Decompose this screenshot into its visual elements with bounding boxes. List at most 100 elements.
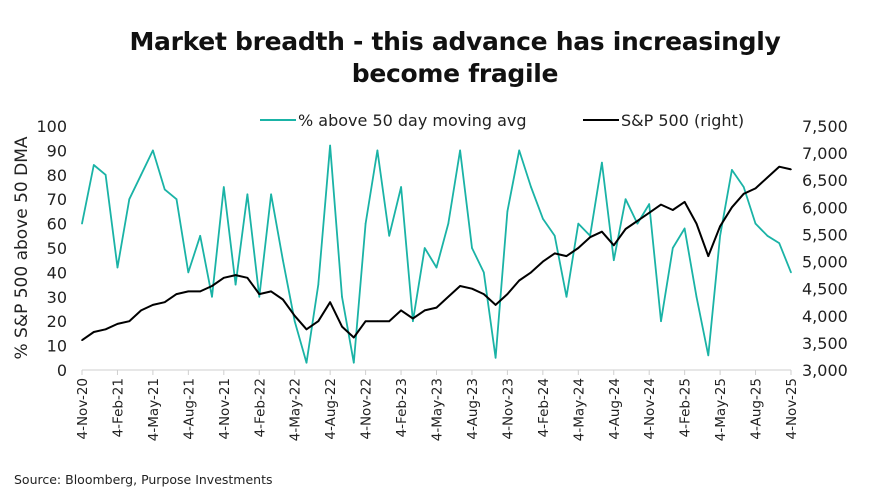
y2-tick-label: 6,000 — [802, 198, 848, 217]
breadth-point — [553, 235, 556, 237]
y-axis-title: % S&P 500 above 50 DMA — [12, 136, 32, 359]
breadth-point — [506, 210, 509, 213]
x-tick-label: 4-Nov-20 — [75, 378, 91, 440]
y2-tick-label: 3,000 — [802, 361, 848, 380]
breadth-point — [754, 222, 757, 225]
sp500-point — [293, 314, 296, 317]
breadth-point — [270, 193, 272, 196]
breadth-point — [530, 186, 532, 188]
x-tick-label: 4-Nov-22 — [359, 378, 375, 440]
x-tick-label: 4-Aug-22 — [323, 378, 339, 440]
breadth-point — [648, 203, 650, 205]
sp500-point — [577, 247, 580, 249]
breadth-point — [672, 247, 674, 249]
y-tick-label: 90 — [47, 141, 67, 160]
sp500-point — [624, 228, 627, 230]
breadth-point — [778, 242, 780, 244]
x-tick-label: 4-Aug-21 — [181, 378, 197, 440]
x-tick-label: 4-Feb-24 — [536, 378, 552, 437]
breadth-point — [104, 174, 107, 176]
breadth-point — [175, 198, 178, 200]
sp500-point — [553, 252, 556, 255]
y-tick-label: 10 — [47, 337, 67, 356]
sp500-point — [707, 255, 710, 257]
sp500-point — [104, 328, 107, 331]
y2-tick-label: 4,500 — [802, 280, 848, 299]
breadth-point — [719, 235, 721, 237]
breadth-point — [790, 271, 792, 274]
breadth-point — [81, 222, 83, 225]
breadth-point — [187, 271, 190, 274]
sp500-point — [683, 201, 686, 203]
y-tick-label: 50 — [47, 239, 67, 258]
breadth-point — [223, 186, 225, 188]
y2-tick-label: 6,500 — [802, 171, 848, 190]
title-line-2: become fragile — [351, 59, 559, 88]
breadth-point — [341, 296, 343, 298]
sp500-line — [81, 165, 792, 342]
sp500-point — [282, 298, 284, 301]
breadth-line — [81, 144, 792, 364]
sp500-point — [423, 309, 426, 312]
breadth-point — [766, 235, 769, 237]
breadth-point — [624, 198, 627, 200]
breadth-point — [660, 320, 662, 323]
sp500-point — [660, 203, 662, 206]
breadth-point — [128, 198, 131, 200]
sp500-point — [187, 290, 190, 293]
y-tick-label: 80 — [47, 166, 67, 185]
sp500-point — [128, 320, 131, 323]
y-tick-label: 70 — [47, 190, 67, 209]
sp500-point — [778, 165, 780, 168]
x-tick-label: 4-Nov-21 — [217, 378, 233, 440]
sp500-point — [589, 236, 591, 238]
source-note: Source: Bloomberg, Purpose Investments — [14, 472, 273, 487]
sp500-point — [648, 211, 650, 214]
breadth-point — [636, 222, 639, 225]
sp500-point — [163, 301, 166, 304]
sp500-point — [234, 274, 237, 276]
sp500-point — [695, 222, 698, 225]
sp500-point — [175, 293, 178, 295]
x-tick-label: 4-Aug-24 — [607, 378, 623, 440]
x-tick-label: 4-Nov-23 — [500, 378, 516, 440]
breadth-point — [612, 259, 615, 262]
breadth-point — [542, 217, 544, 220]
y-tick-label: 30 — [47, 288, 67, 307]
y-tick-label: 100 — [36, 117, 67, 136]
chart-title: Market breadth - this advance has increa… — [0, 26, 871, 90]
sp500-point — [506, 293, 509, 295]
sp500-point — [140, 309, 142, 312]
sp500-point — [530, 271, 532, 274]
title-line-1: Market breadth - this advance has increa… — [129, 27, 781, 56]
sp500-point — [435, 306, 438, 309]
sp500-point — [376, 320, 379, 323]
breadth-point — [494, 357, 497, 359]
y2-tick-label: 5,500 — [802, 225, 848, 244]
sp500-point — [636, 220, 639, 222]
x-tick-label: 4-Nov-25 — [784, 378, 800, 440]
breadth-point — [376, 149, 379, 152]
breadth-point — [447, 222, 450, 225]
breadth-point — [152, 149, 154, 152]
sp500-point — [542, 260, 544, 263]
sp500-point — [199, 290, 201, 293]
breadth-point — [211, 296, 213, 298]
breadth-point — [234, 283, 237, 286]
sp500-point — [471, 287, 473, 290]
y-tick-label: 20 — [47, 312, 67, 331]
sp500-point — [494, 304, 497, 306]
breadth-point — [577, 222, 580, 225]
sp500-point — [766, 176, 769, 179]
breadth-point — [364, 222, 367, 225]
breadth-point — [707, 354, 710, 357]
sp500-point — [152, 304, 154, 306]
sp500-point — [790, 168, 792, 171]
x-tick-label: 4-May-24 — [571, 378, 587, 441]
breadth-point — [482, 271, 485, 274]
y2-tick-label: 4,000 — [802, 307, 848, 326]
x-tick-label: 4-May-22 — [288, 378, 304, 441]
sp500-point — [258, 293, 261, 295]
